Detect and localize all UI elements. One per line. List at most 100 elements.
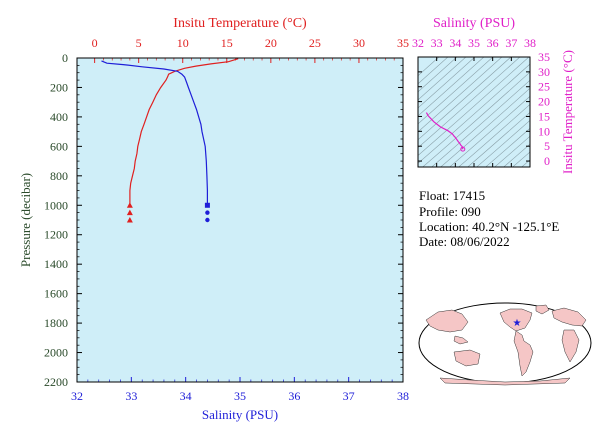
pressure-tick-label: 0 — [62, 51, 68, 65]
density-contour — [418, 57, 494, 125]
ts-temperature-axis-title: Insitu Temperature (°C) — [560, 50, 575, 174]
pressure-tick-label: 400 — [50, 110, 68, 124]
pressure-axis-title: Pressure (decibar) — [18, 173, 33, 267]
salinity-tick-label: 37 — [343, 389, 355, 403]
temperature-bottom-marker — [126, 217, 133, 223]
profile-plot-area — [77, 58, 403, 382]
temperature-tick-label: 30 — [353, 36, 365, 50]
landmass — [499, 308, 533, 332]
density-contour — [418, 57, 458, 93]
density-contour — [458, 103, 530, 167]
density-contour — [476, 119, 530, 167]
world-map-icon: ★ — [418, 302, 592, 386]
profile-plot-frame — [76, 57, 404, 383]
landmass — [513, 330, 534, 377]
density-contour — [418, 57, 512, 141]
ts-x-tick-label: 37 — [505, 36, 517, 50]
temperature-tick-label: 10 — [177, 36, 189, 50]
landmass — [439, 377, 571, 386]
ts-x-tick-label: 35 — [468, 36, 480, 50]
pressure-tick-label: 1000 — [44, 198, 68, 212]
pressure-tick-label: 2000 — [44, 346, 68, 360]
density-contour — [494, 135, 530, 167]
ts-y-tick-label: 5 — [544, 139, 550, 153]
density-contour — [418, 57, 530, 156]
date-text: Date: 08/06/2022 — [419, 234, 510, 249]
ts-y-tick-label: 10 — [538, 124, 550, 138]
salinity-tick-label: 38 — [397, 389, 409, 403]
density-contour — [440, 87, 530, 167]
profile-chart: 0 5 10 15 20 25 30 35 32 33 34 35 36 37 38 0 200 400 600… — [18, 16, 409, 422]
location-text: Location: 40.2°N -125.1°E — [419, 219, 559, 234]
salinity-tick-label: 33 — [125, 389, 137, 403]
ts-x-tick-label: 38 — [524, 36, 536, 50]
salinity-profile-line — [101, 60, 208, 206]
salinity-bottom-marker — [205, 217, 210, 223]
pressure-tick-label: 1400 — [44, 257, 68, 271]
ts-plot-frame — [417, 56, 531, 168]
density-contour — [418, 57, 485, 117]
salinity-tick-label: 35 — [234, 389, 246, 403]
salinity-tick-labels: 32 33 34 35 36 37 38 — [71, 389, 409, 403]
pressure-tick-label: 600 — [50, 139, 68, 153]
ts-x-tick-label: 33 — [431, 36, 443, 50]
ts-curve — [425, 112, 464, 150]
ts-y-tick-label: 35 — [538, 50, 550, 64]
ts-plot-area — [418, 57, 530, 167]
salinity-tick-label: 36 — [288, 389, 300, 403]
density-contour — [418, 57, 449, 85]
temperature-bottom-marker — [126, 202, 133, 208]
ts-y-tick-label: 25 — [538, 80, 550, 94]
density-contour — [418, 57, 503, 133]
ts-end-marker — [460, 146, 466, 152]
float-location-marker-icon: ★ — [513, 318, 522, 329]
density-contour — [521, 159, 530, 167]
temperature-profile-line — [129, 58, 239, 206]
profile-series — [101, 58, 239, 223]
landmass — [453, 335, 469, 345]
float-id-text: Float: 17415 — [419, 188, 485, 203]
ts-salinity-axis-title: Salinity (PSU) — [433, 16, 515, 31]
profile-number-text: Profile: 090 — [419, 204, 481, 219]
salinity-bottom-marker — [205, 210, 210, 215]
landmass — [561, 329, 580, 363]
pressure-tick-label: 2200 — [44, 375, 68, 389]
ts-y-tick-label: 15 — [538, 109, 550, 123]
density-contour — [422, 71, 530, 167]
temperature-tick-labels: 0 5 10 15 20 25 30 35 — [92, 36, 409, 50]
ts-salinity-tick-labels: 32 33 34 35 36 37 38 — [412, 36, 536, 50]
density-contour — [512, 151, 530, 167]
ts-x-tick-label: 34 — [449, 36, 461, 50]
ts-y-tick-label: 30 — [538, 65, 550, 79]
landmass — [453, 349, 481, 367]
temperature-axis-title: Insitu Temperature (°C) — [173, 16, 307, 31]
density-contour — [449, 95, 530, 167]
landmass — [535, 304, 550, 315]
density-contour — [418, 57, 476, 109]
temperature-bottom-marker — [126, 209, 133, 216]
ts-x-tick-label: 32 — [412, 36, 424, 50]
ts-series — [425, 112, 466, 152]
ts-y-tick-label: 20 — [538, 95, 550, 109]
pressure-tick-label: 1800 — [44, 316, 68, 330]
density-contour — [418, 57, 440, 77]
ts-x-tick-label: 36 — [487, 36, 499, 50]
pressure-tick-label: 1200 — [44, 228, 68, 242]
temperature-tick-label: 5 — [136, 36, 142, 50]
landmass — [425, 309, 469, 333]
temperature-tick-label: 20 — [265, 36, 277, 50]
density-contour — [418, 63, 530, 164]
pressure-tick-labels: 0 200 400 600 800 1000 1200 1400 1600 1800 2000 220… — [44, 51, 68, 389]
temperature-tick-label: 15 — [221, 36, 233, 50]
map-land — [425, 304, 587, 386]
density-contour — [485, 127, 530, 167]
ts-y-tick-label: 0 — [544, 154, 550, 168]
ts-density-contours — [418, 57, 530, 167]
density-contour — [467, 111, 530, 167]
salinity-tick-label: 32 — [71, 389, 83, 403]
density-contour — [418, 57, 467, 101]
